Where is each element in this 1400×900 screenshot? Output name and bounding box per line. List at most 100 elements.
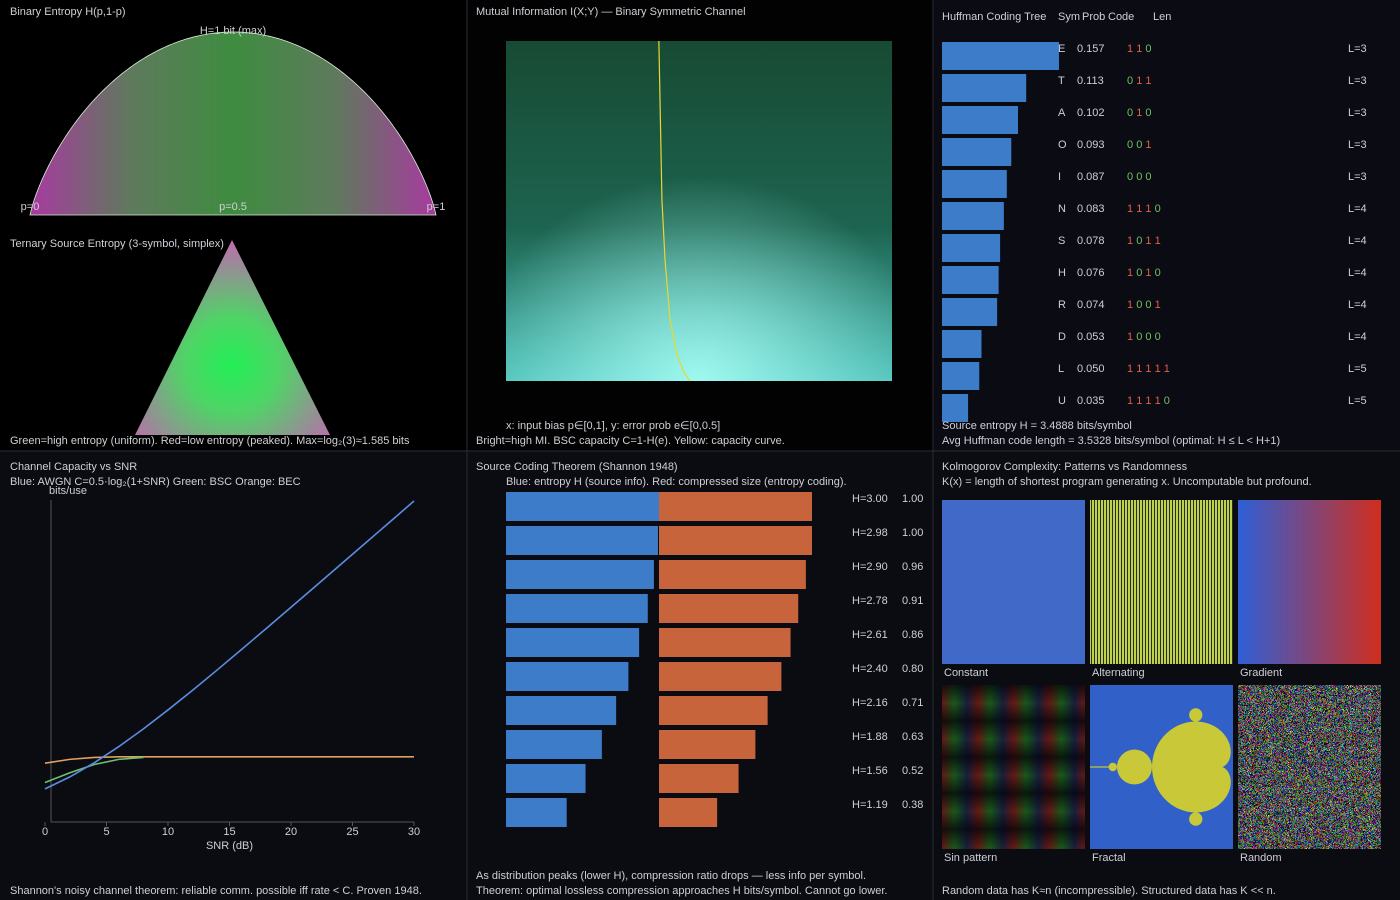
x-tick-label: 0 (42, 826, 48, 838)
symbol: H (1058, 267, 1066, 279)
code-digit: 0 (1164, 395, 1170, 407)
bar (942, 298, 998, 326)
code-digit: 1 (1164, 363, 1170, 375)
bar (506, 730, 602, 759)
code-digit: 0 (1145, 331, 1151, 343)
bar (942, 106, 1018, 134)
code-digit: 0 (1145, 171, 1151, 183)
panel-subtitle: Blue: entropy H (source info). Red: comp… (506, 476, 847, 488)
panel-title: Mutual Information I(X;Y) — Binary Symme… (476, 6, 746, 18)
bar (659, 696, 768, 725)
code: 0 1 1 (1127, 75, 1152, 87)
code-digit: 1 (1136, 203, 1142, 215)
panel-subtitle: Blue: AWGN C=0.5·log₂(1+SNR) Green: BSC … (10, 476, 301, 488)
code: 1 1 1 0 (1127, 203, 1161, 215)
code-digit: 0 (1136, 267, 1142, 279)
probability: 0.074 (1077, 299, 1105, 311)
bar (659, 594, 799, 623)
code-digit: 1 (1155, 299, 1161, 311)
code-digit: 0 (1155, 331, 1161, 343)
fractal-shape (1090, 708, 1231, 826)
code-digit: 0 (1136, 171, 1142, 183)
code-digit: 1 (1145, 235, 1151, 247)
code: 1 0 0 1 (1127, 299, 1161, 311)
x-tick-label: 5 (103, 826, 109, 838)
x-tick-label: p=1 (427, 201, 446, 213)
value-label: 0.80 (902, 663, 923, 675)
code-digit: 1 (1127, 235, 1133, 247)
value-label: 0.86 (902, 629, 923, 641)
value-label: 0.38 (902, 799, 923, 811)
value-label: 0.63 (902, 731, 923, 743)
axis-note: x: input bias p∈[0,1], y: error prob e∈[… (506, 420, 720, 432)
value-label: 0.71 (902, 697, 923, 709)
column-header: Prob (1082, 11, 1105, 23)
panel-subtitle: K(x) = length of shortest program genera… (942, 476, 1312, 488)
bar (659, 628, 791, 657)
fractal-bulb (1189, 812, 1203, 826)
value-label: 0.52 (902, 765, 923, 777)
bar (659, 560, 806, 589)
value-label: 0.91 (902, 595, 923, 607)
bar (942, 202, 1004, 230)
code-digit: 0 (1136, 299, 1142, 311)
code-digit: 0 (1155, 203, 1161, 215)
code-length: L=4 (1348, 299, 1367, 311)
bar (942, 42, 1059, 70)
bar (942, 362, 980, 390)
symbol: I (1058, 171, 1061, 183)
code-digit: 1 (1136, 43, 1142, 55)
entropy-area (29, 31, 437, 216)
x-tick-label: 10 (162, 826, 174, 838)
fractal-filament (1090, 766, 1110, 768)
code-digit: 1 (1127, 395, 1133, 407)
series-line (44, 500, 415, 790)
value-label: 1.00 (902, 493, 923, 505)
panel-title: Huffman Coding Tree (942, 11, 1046, 23)
code-digit: 1 (1145, 75, 1151, 87)
code-digit: 1 (1127, 331, 1133, 343)
code-digit: 0 (1127, 171, 1133, 183)
probability: 0.035 (1077, 395, 1105, 407)
panel-title: Ternary Source Entropy (3-symbol, simple… (10, 238, 224, 250)
probability: 0.078 (1077, 235, 1105, 247)
code-digit: 1 (1127, 203, 1133, 215)
code-length: L=3 (1348, 139, 1367, 151)
code: 0 1 0 (1127, 107, 1152, 119)
bar (942, 138, 1012, 166)
series-line (44, 756, 414, 765)
tile-label: Fractal (1092, 852, 1126, 864)
entropy-note: Source entropy H = 3.4888 bits/symbol (942, 420, 1132, 432)
symbol: S (1058, 235, 1065, 247)
bar (942, 266, 999, 294)
bar (506, 798, 567, 827)
panel-note: As distribution peaks (lower H), compres… (476, 870, 866, 882)
bar (506, 594, 648, 623)
code-digit: 1 (1136, 363, 1142, 375)
value-label: H=2.98 (852, 527, 888, 539)
code: 1 0 0 0 (1127, 331, 1161, 343)
symbol: D (1058, 331, 1066, 343)
bar (506, 526, 658, 555)
code-digit: 1 (1127, 267, 1133, 279)
tile-label: Sin pattern (944, 852, 997, 864)
bar (506, 628, 640, 657)
y-axis-label: bits/use (49, 485, 87, 497)
series-line (44, 756, 144, 784)
panel-note: Green=high entropy (uniform). Red=low en… (10, 435, 410, 447)
code-digit: 1 (1155, 395, 1161, 407)
code-length: L=4 (1348, 331, 1367, 343)
bar (942, 74, 1027, 102)
code-digit: 0 (1145, 43, 1151, 55)
fractal-cardioid (1152, 721, 1231, 813)
panel-title: Binary Entropy H(p,1-p) (10, 6, 126, 18)
code-digit: 0 (1127, 139, 1133, 151)
code-digit: 0 (1127, 107, 1133, 119)
probability: 0.087 (1077, 171, 1105, 183)
value-label: H=2.90 (852, 561, 888, 573)
tile-label: Alternating (1092, 667, 1145, 679)
bar (942, 234, 1001, 262)
symbol: A (1058, 107, 1066, 119)
probability: 0.083 (1077, 203, 1105, 215)
code-digit: 0 (1136, 235, 1142, 247)
